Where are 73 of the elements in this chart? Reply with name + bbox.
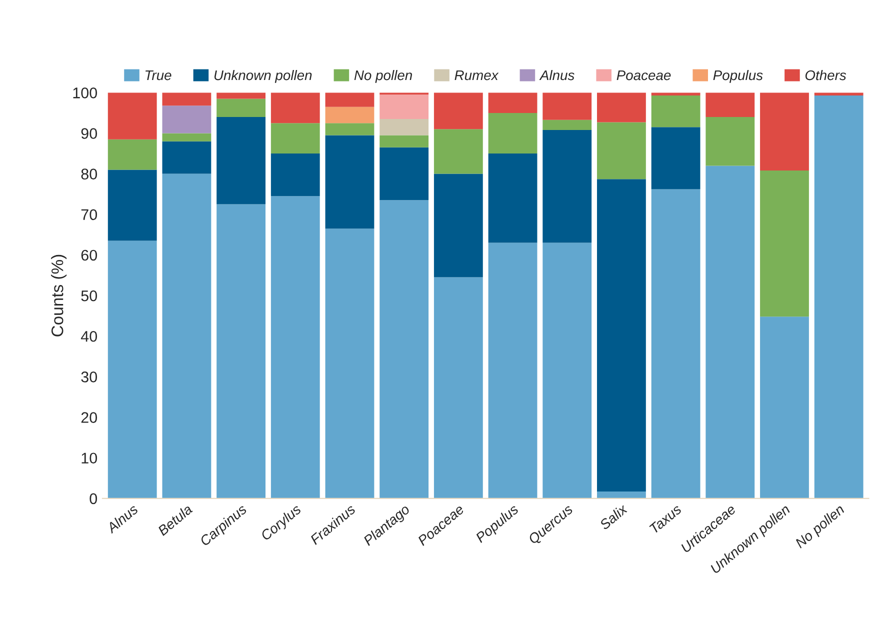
y-tick-label: 0 [90,493,98,504]
bar [162,106,212,134]
bar [814,95,864,498]
bar [760,92,809,171]
bar [162,92,212,106]
bar [380,119,429,136]
legend-label: Others [805,70,846,80]
y-tick-label: 50 [81,290,98,302]
y-tick-label: 10 [82,452,98,464]
bar [380,135,429,148]
bar [434,277,483,498]
bar [325,135,374,229]
y-tick-label: 60 [81,250,98,261]
y-axis-title: Counts (%) [51,254,67,336]
y-tick-label: 90 [81,128,98,139]
bar [651,189,700,498]
bar [216,117,266,204]
bar [488,112,538,154]
bar [597,122,646,180]
bar [597,92,646,122]
bar [162,133,212,142]
legend-label: Populus [713,70,763,83]
bar [488,154,538,243]
bar [162,174,212,498]
bar [325,123,374,136]
bar [488,242,538,498]
bar [380,147,429,200]
y-tick-label: 30 [81,372,98,382]
bar [216,92,266,99]
legend-label: Rumex [454,70,499,80]
bar [270,154,320,196]
y-tick-label: 100 [73,88,98,98]
y-tick-label: 20 [81,412,98,423]
bar [434,129,483,174]
bar [542,92,592,120]
bar [162,141,212,174]
bar [270,92,320,124]
bar [760,170,809,317]
y-tick-label: 80 [81,168,98,180]
legend-label: True [146,70,172,80]
bar [760,316,809,498]
y-tick-label: 70 [81,209,98,220]
bar [434,174,483,278]
bar [108,92,157,140]
bar [651,127,700,190]
bar [380,200,429,498]
bar [434,92,483,130]
legend-label: Poaceae [616,70,671,80]
bar [270,123,320,154]
bar [108,240,157,498]
bar [270,196,320,498]
bar [542,242,592,498]
bar [216,98,266,117]
bar [325,228,374,498]
bar [325,92,374,107]
legend-label: No pollen [354,70,412,83]
bar [542,120,592,130]
bar [542,130,592,243]
bar [380,94,429,120]
bar [325,106,374,124]
bar [597,179,646,492]
bar [108,170,157,241]
y-tick-label: 40 [80,330,98,342]
bar [706,166,755,498]
legend-label: Alnus [539,70,574,80]
bar [706,117,755,166]
bar [706,92,755,117]
legend-label: Unknown pollen [214,70,312,83]
bar [216,204,266,498]
bar [488,92,538,113]
bar [108,139,157,170]
bar [651,95,700,128]
bar [597,492,646,498]
